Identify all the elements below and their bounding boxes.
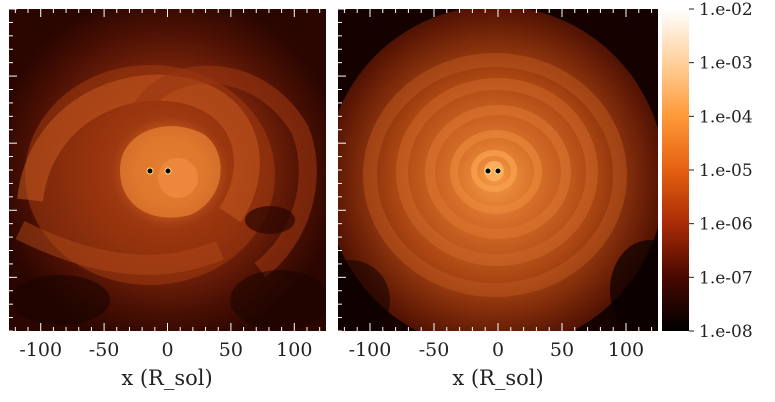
left-y-ticks: [9, 8, 346, 332]
left-x-axis-title: x (R_sol): [121, 366, 212, 390]
x-tick-label: 100: [276, 339, 312, 361]
x-tick-label: -100: [19, 339, 62, 361]
right-panel: [338, 9, 658, 331]
right-x-axis: -100 -50 0 50 100: [343, 9, 653, 361]
colorbar-tick-label: 1.e-08: [699, 322, 753, 342]
spiral-arm: [17, 74, 260, 223]
x-tick-label: -100: [349, 339, 392, 361]
colorbar: 1.e-02 1.e-03 1.e-04 1.e-05 1.e-06 1.e-07 1.e-…: [662, 0, 753, 342]
x-tick-label: -50: [89, 339, 120, 361]
colorbar-tick-label: 1.e-07: [699, 268, 753, 288]
star-markers: [484, 167, 502, 175]
spiral-arm: [15, 221, 224, 275]
colorbar-tick-label: 1.e-06: [699, 215, 753, 235]
colorbar-tick-label: 1.e-04: [699, 107, 753, 127]
x-tick-label: -50: [419, 339, 450, 361]
star-marker: [146, 167, 154, 175]
left-panel: [9, 9, 326, 331]
x-tick-label: 50: [550, 339, 574, 361]
colorbar-tick-label: 1.e-03: [699, 54, 753, 74]
x-tick-label: 50: [219, 339, 243, 361]
spiral-rings: [363, 53, 627, 297]
x-tick-label: 100: [608, 339, 644, 361]
left-x-axis: -100 -50 0 50 100: [14, 9, 321, 361]
colorbar-ticks: 1.e-02 1.e-03 1.e-04 1.e-05 1.e-06 1.e-07 1.e-…: [689, 0, 753, 342]
x-tick-label: 0: [492, 339, 504, 361]
colorbar-tick-label: 1.e-05: [699, 161, 753, 181]
colorbar-gradient: [662, 9, 689, 331]
star-marker: [494, 167, 502, 175]
spiral-arm: [132, 65, 317, 278]
star-marker: [484, 167, 492, 175]
right-x-axis-title: x (R_sol): [452, 366, 543, 390]
x-tick-label: 0: [161, 339, 173, 361]
colorbar-tick-label: 1.e-02: [699, 0, 753, 20]
star-marker: [164, 167, 172, 175]
star-markers: [146, 167, 172, 175]
